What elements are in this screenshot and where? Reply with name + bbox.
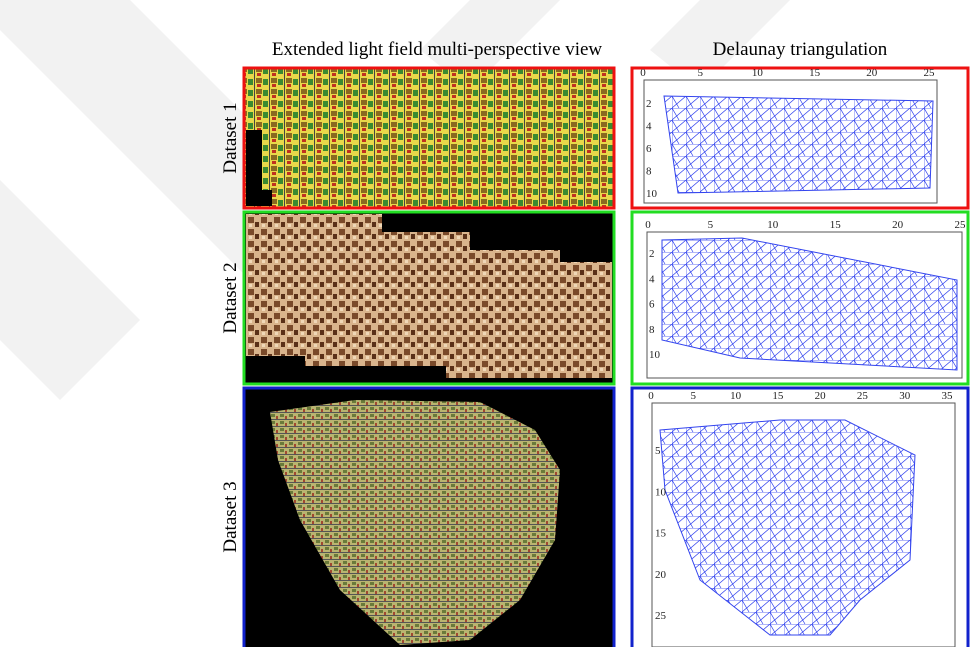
- x-tick-label: 5: [708, 219, 714, 231]
- y-tick-label: 5: [655, 445, 661, 457]
- y-tick-label: 8: [649, 324, 655, 336]
- x-tick-label: 10: [767, 219, 779, 231]
- x-tick-label: 10: [730, 390, 742, 402]
- y-tick-label: 10: [646, 188, 658, 200]
- triangulation-plot: [632, 68, 968, 208]
- x-tick-label: 0: [640, 67, 646, 79]
- y-tick-label: 15: [655, 528, 667, 540]
- y-tick-label: 6: [649, 299, 655, 311]
- x-tick-label: 20: [892, 219, 904, 231]
- x-tick-label: 10: [752, 67, 764, 79]
- x-tick-label: 15: [830, 219, 842, 231]
- x-tick-label: 20: [866, 67, 878, 79]
- y-tick-label: 2: [646, 98, 652, 110]
- row-label: Dataset 2: [220, 262, 241, 333]
- row-label: Dataset 1: [220, 102, 241, 173]
- y-tick-label: 6: [646, 143, 652, 155]
- x-tick-label: 25: [955, 219, 967, 231]
- x-tick-label: 15: [772, 390, 784, 402]
- view-image: [244, 388, 614, 647]
- y-tick-label: 8: [646, 166, 652, 178]
- x-tick-label: 5: [697, 67, 703, 79]
- x-tick-label: 25: [857, 390, 869, 402]
- row-label: Dataset 3: [220, 481, 241, 552]
- y-tick-label: 20: [655, 569, 667, 581]
- figure: Extended light field multi-perspective v…: [0, 0, 977, 647]
- column-title: Delaunay triangulation: [713, 39, 888, 60]
- x-tick-label: 25: [924, 67, 936, 79]
- y-tick-label: 4: [649, 273, 655, 285]
- y-tick-label: 4: [646, 121, 652, 133]
- triangulation-plot: [632, 388, 968, 647]
- triangulation-plot: [632, 212, 968, 384]
- y-tick-label: 10: [649, 349, 661, 361]
- y-tick-label: 10: [655, 486, 667, 498]
- x-tick-label: 5: [691, 390, 697, 402]
- y-tick-label: 2: [649, 248, 655, 260]
- x-tick-label: 0: [648, 390, 654, 402]
- y-tick-label: 25: [655, 610, 667, 622]
- x-tick-label: 0: [645, 219, 651, 231]
- view-image: [244, 68, 614, 208]
- view-image: [244, 212, 614, 384]
- column-title: Extended light field multi-perspective v…: [272, 39, 603, 60]
- x-tick-label: 15: [809, 67, 821, 79]
- x-tick-label: 30: [899, 390, 911, 402]
- x-tick-label: 20: [815, 390, 827, 402]
- x-tick-label: 35: [942, 390, 954, 402]
